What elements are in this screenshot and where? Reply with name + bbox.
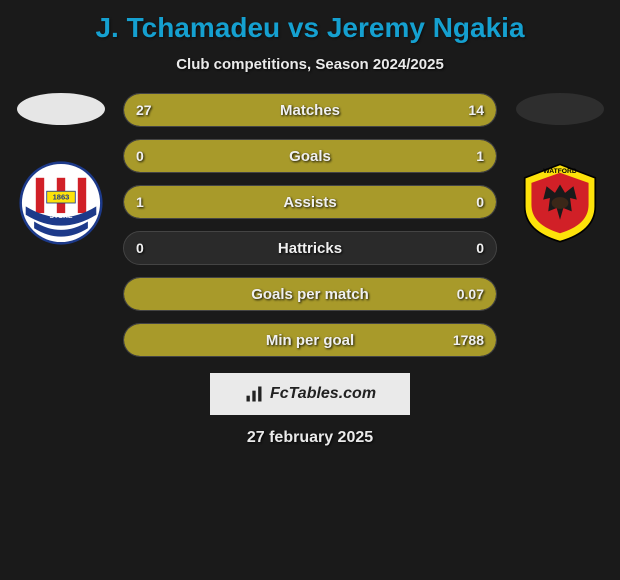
left-player-col: 1863 STOKE bbox=[8, 93, 113, 245]
vs-text: vs bbox=[288, 12, 319, 43]
player2-avatar-placeholder bbox=[516, 93, 604, 125]
club-badge-right: WATFORD bbox=[518, 161, 602, 245]
chart-icon bbox=[244, 384, 264, 404]
club-badge-left: 1863 STOKE bbox=[19, 161, 103, 245]
subtitle: Club competitions, Season 2024/2025 bbox=[0, 56, 620, 73]
comparison-title: J. Tchamadeu vs Jeremy Ngakia bbox=[0, 0, 620, 44]
stat-label: Min per goal bbox=[124, 324, 496, 356]
date-line: 27 february 2025 bbox=[0, 429, 620, 447]
right-player-col: WATFORD bbox=[507, 93, 612, 245]
stat-bar-matches: 2714Matches bbox=[123, 93, 497, 127]
stat-bar-min-per-goal: 1788Min per goal bbox=[123, 323, 497, 357]
stat-label: Goals bbox=[124, 140, 496, 172]
comparison-body: 1863 STOKE 2714Matches 01Goals 10Assists 00… bbox=[0, 73, 620, 357]
attribution-badge: FcTables.com bbox=[210, 373, 410, 415]
stat-label: Goals per match bbox=[124, 278, 496, 310]
stat-bars: 2714Matches 01Goals 10Assists 00Hattricks 0.… bbox=[123, 93, 497, 357]
player1-avatar-placeholder bbox=[17, 93, 105, 125]
stat-bar-assists: 10Assists bbox=[123, 185, 497, 219]
stat-label: Hattricks bbox=[124, 232, 496, 264]
stat-bar-goals-per-match: 0.07Goals per match bbox=[123, 277, 497, 311]
stat-label: Assists bbox=[124, 186, 496, 218]
svg-text:STOKE: STOKE bbox=[49, 213, 73, 220]
svg-text:WATFORD: WATFORD bbox=[543, 168, 577, 175]
stat-bar-goals: 01Goals bbox=[123, 139, 497, 173]
svg-text:1863: 1863 bbox=[52, 193, 69, 202]
stat-bar-hattricks: 00Hattricks bbox=[123, 231, 497, 265]
player1-name: J. Tchamadeu bbox=[95, 12, 280, 43]
stat-label: Matches bbox=[124, 94, 496, 126]
attribution-text: FcTables.com bbox=[270, 385, 376, 403]
player2-name: Jeremy Ngakia bbox=[327, 12, 525, 43]
